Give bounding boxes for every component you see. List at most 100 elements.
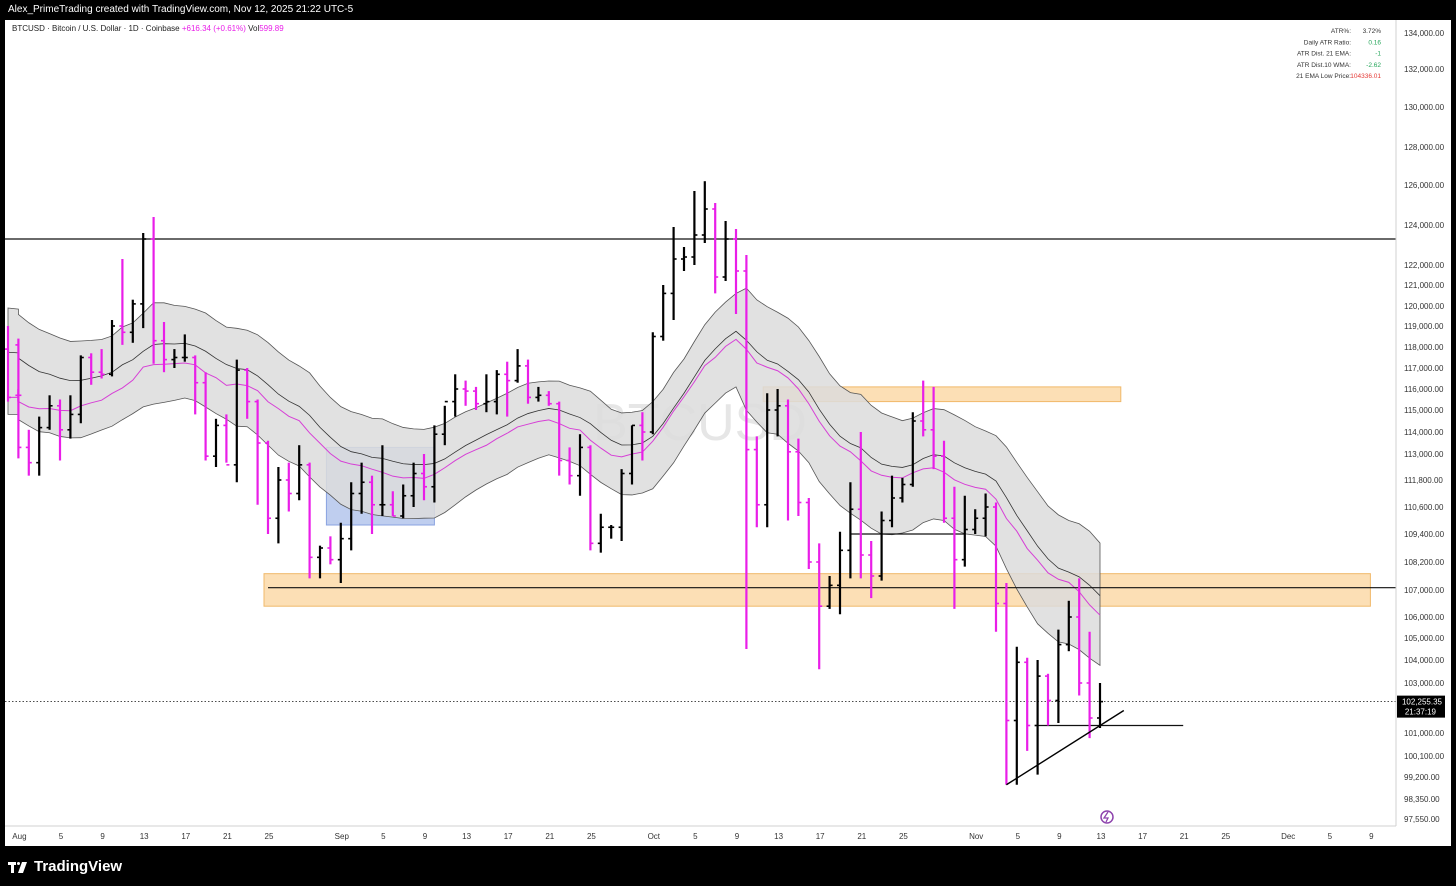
top-caption: Alex_PrimeTrading created with TradingVi… bbox=[8, 4, 354, 15]
ohlc-bar bbox=[223, 414, 230, 466]
ohlc-bar bbox=[77, 355, 84, 424]
ohlc-bar bbox=[868, 541, 875, 599]
ohlc-bar bbox=[337, 522, 344, 583]
ohlc-bar bbox=[410, 462, 417, 507]
ohlc-bar bbox=[244, 368, 251, 419]
ohlc-bar bbox=[837, 531, 843, 615]
price-axis-tick: 98,350.00 bbox=[1404, 795, 1440, 804]
ohlc-bar bbox=[930, 386, 937, 470]
ohlc-bar bbox=[5, 326, 11, 402]
ohlc-bar bbox=[951, 486, 958, 609]
chart-frame[interactable] bbox=[5, 20, 1451, 846]
price-axis-tick: 103,000.00 bbox=[1404, 679, 1445, 688]
ohlc-bar bbox=[577, 434, 583, 496]
ema-21-line bbox=[7, 338, 1101, 616]
time-axis-tick: 17 bbox=[816, 832, 825, 841]
ohlc-bar bbox=[192, 355, 199, 415]
atr-row-label: ATR%: bbox=[1331, 28, 1351, 35]
ohlc-bar bbox=[608, 525, 615, 539]
ohlc-bar bbox=[109, 320, 115, 377]
price-axis-tick: 113,000.00 bbox=[1404, 450, 1444, 459]
price-axis-tick: 134,000.00 bbox=[1404, 29, 1445, 38]
time-axis-tick: 25 bbox=[899, 832, 908, 841]
price-axis-tick: 120,000.00 bbox=[1404, 302, 1445, 311]
ohlc-bar bbox=[1076, 578, 1083, 696]
time-axis-tick: 9 bbox=[1057, 832, 1062, 841]
ohlc-bar bbox=[296, 445, 303, 501]
price-axis-tick: 114,000.00 bbox=[1404, 428, 1444, 437]
ohlc-bar bbox=[566, 447, 573, 485]
atr-row-label: ATR Dist.10 WMA: bbox=[1297, 62, 1351, 69]
ohlc-bar bbox=[483, 374, 490, 413]
header-symbol: BTCUSD · Bitcoin / U.S. Dollar · 1D · Co… bbox=[12, 24, 182, 33]
header-change: +616.34 (+0.61%) bbox=[182, 24, 248, 33]
ohlc-bar bbox=[899, 477, 906, 503]
trendline bbox=[1006, 709, 1125, 786]
ohlc-bar bbox=[389, 491, 396, 517]
replay-marker-icon bbox=[1100, 810, 1114, 824]
price-axis-tick: 111,800.00 bbox=[1404, 476, 1443, 485]
time-axis-tick: 25 bbox=[1221, 832, 1230, 841]
ohlc-bar bbox=[379, 445, 386, 516]
ohlc-bar bbox=[1003, 583, 1010, 785]
ohlc-bar bbox=[993, 502, 999, 632]
ohlc-bar bbox=[473, 386, 479, 410]
ohlc-bar bbox=[431, 425, 438, 503]
ohlc-bar bbox=[493, 370, 500, 415]
atr-row-label: ATR Dist. 21 EMA: bbox=[1297, 51, 1351, 58]
price-axis-tick: 118,000.00 bbox=[1404, 343, 1444, 352]
price-axis-tick: 126,000.00 bbox=[1404, 181, 1445, 190]
replay-marker-circle bbox=[1100, 810, 1114, 824]
time-axis-tick: 17 bbox=[1138, 832, 1147, 841]
price-axis-tick: 108,200.00 bbox=[1404, 558, 1445, 567]
ohlc-bar bbox=[660, 285, 667, 341]
time-axis-tick: 13 bbox=[1097, 832, 1106, 841]
ohlc-bar bbox=[161, 322, 167, 373]
price-axis-tick: 100,100.00 bbox=[1404, 752, 1445, 761]
ohlc-bar bbox=[649, 332, 656, 435]
ohlc-bar bbox=[878, 511, 885, 581]
ohlc-bar bbox=[57, 399, 63, 461]
time-axis-tick: 5 bbox=[59, 832, 64, 841]
ohlc-bar bbox=[181, 334, 188, 362]
ohlc-bar bbox=[733, 229, 739, 314]
ohlc-bar bbox=[15, 389, 22, 459]
time-axis-tick: 21 bbox=[1180, 832, 1189, 841]
ohlc-bar bbox=[816, 543, 823, 670]
ohlc-bar bbox=[140, 233, 147, 329]
ohlc-bar bbox=[327, 536, 334, 565]
time-axis-tick: Sep bbox=[335, 832, 350, 841]
ohlc-bar bbox=[265, 440, 271, 534]
time-axis-tick: 5 bbox=[693, 832, 698, 841]
atr-row-value: 3.72% bbox=[1363, 28, 1382, 35]
time-axis-tick: 17 bbox=[504, 832, 513, 841]
price-axis-tick: 99,200.00 bbox=[1404, 773, 1440, 782]
ohlc-bar bbox=[88, 353, 95, 385]
footer-bar: TradingView bbox=[0, 846, 1456, 886]
ohlc-bar bbox=[1013, 646, 1020, 785]
tradingview-logo[interactable]: TradingView bbox=[8, 858, 122, 875]
time-axis-tick: Aug bbox=[12, 832, 26, 841]
atr-row-value: 104336.01 bbox=[1350, 73, 1381, 80]
ohlc-bar bbox=[462, 380, 469, 406]
ohlc-bar bbox=[982, 493, 989, 537]
ohlc-bar bbox=[98, 349, 105, 379]
time-axis-tick: 17 bbox=[181, 832, 190, 841]
ohlc-bar bbox=[441, 400, 448, 446]
ohlc-bar bbox=[1055, 629, 1062, 723]
ohlc-bar bbox=[795, 438, 802, 516]
ohlc-bar bbox=[452, 374, 459, 417]
ohlc-bar bbox=[504, 361, 511, 417]
top-caption-bar: Alex_PrimeTrading created with TradingVi… bbox=[0, 0, 1456, 20]
ohlc-bar bbox=[129, 299, 136, 343]
ohlc-bar bbox=[556, 401, 563, 476]
ohlc-bar bbox=[119, 259, 126, 345]
ohlc-bar bbox=[1086, 631, 1093, 739]
ohlc-bar bbox=[150, 217, 157, 364]
time-axis-tick: 5 bbox=[1328, 832, 1333, 841]
ohlc-bar bbox=[743, 255, 750, 649]
ohlc-bar bbox=[545, 391, 552, 406]
ohlc-bar bbox=[421, 454, 427, 501]
ohlc-bar bbox=[774, 389, 781, 437]
